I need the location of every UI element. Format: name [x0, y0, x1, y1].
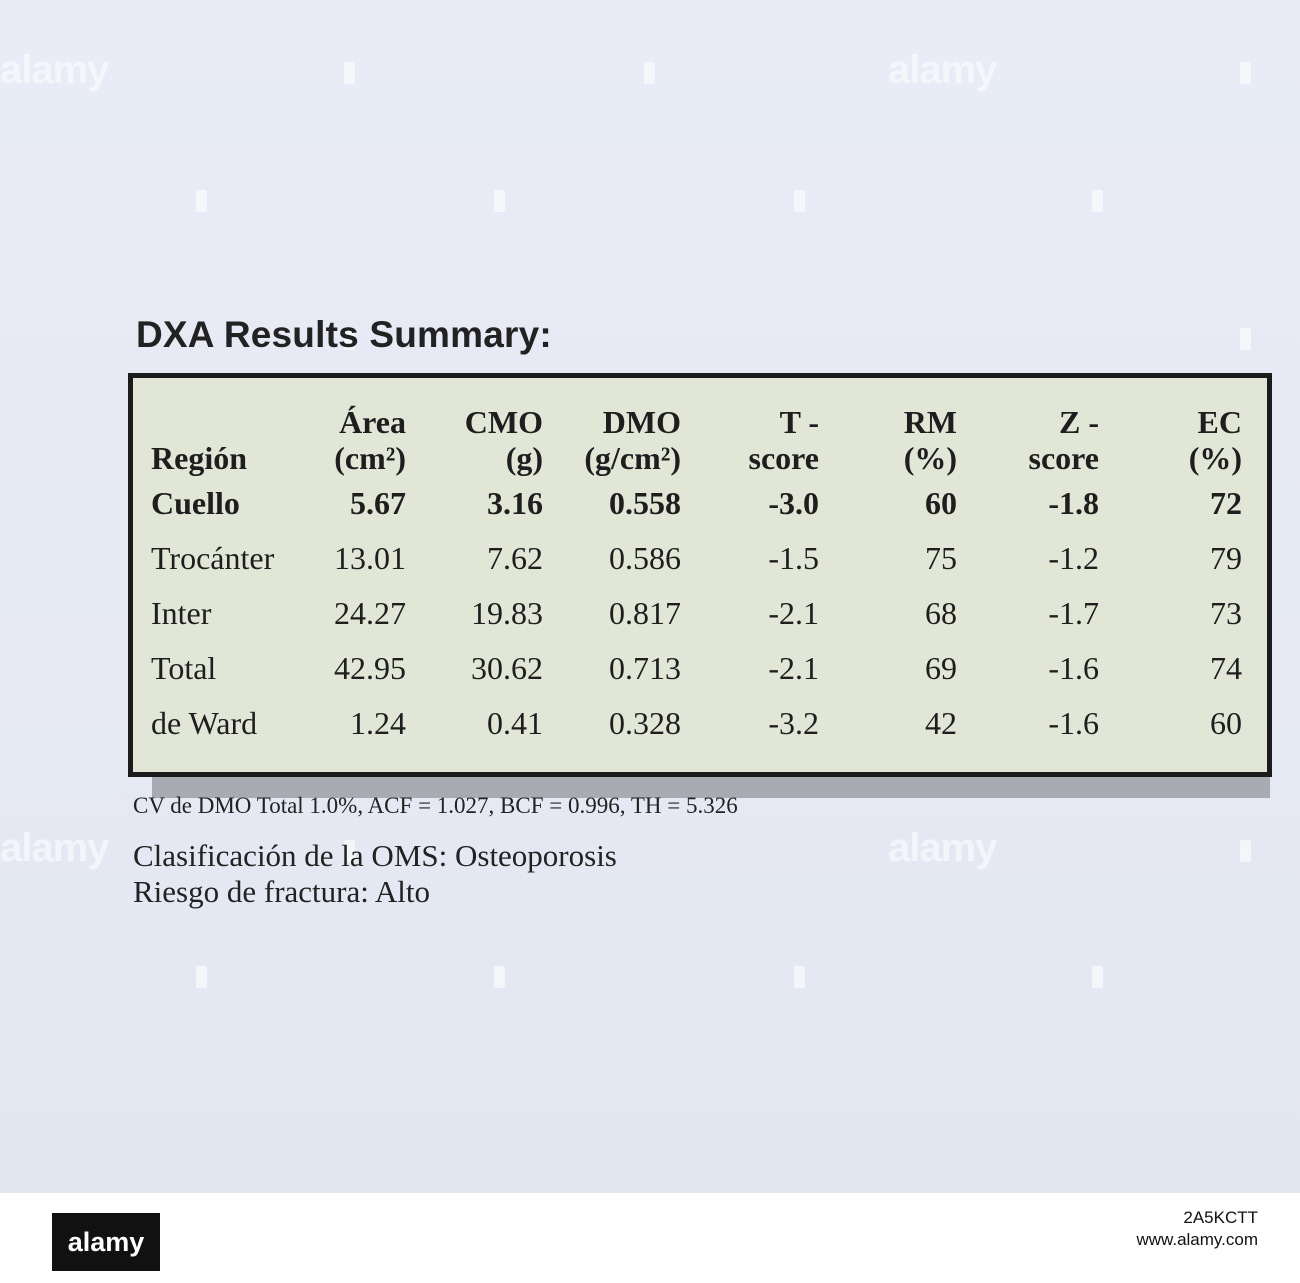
watermark-mark: [344, 62, 355, 84]
cell-cmo: 30.62: [471, 650, 543, 686]
header-region: Región: [151, 440, 247, 476]
cell-rm: 69: [925, 650, 957, 686]
who-classification: Clasificación de la OMS: Osteoporosis: [133, 838, 617, 873]
table-row: Inter 24.27 19.83 0.817 -2.1 68 -1.7 73: [151, 586, 1242, 641]
stock-url: www.alamy.com: [1136, 1230, 1258, 1249]
cell-t-score: -2.1: [768, 595, 819, 631]
alamy-logo: alamy: [52, 1213, 160, 1271]
cell-ec: 79: [1210, 540, 1242, 576]
cell-region: de Ward: [151, 705, 258, 741]
report-title: DXA Results Summary:: [136, 314, 552, 355]
cell-rm: 42: [925, 705, 957, 741]
watermark-mark: [344, 328, 355, 350]
watermark-text: alamy: [0, 826, 109, 870]
cell-dmo: 0.558: [609, 485, 681, 521]
header-rm: RM (%): [903, 404, 957, 476]
cell-t-score: -1.5: [768, 540, 819, 576]
watermark-mark: [1240, 328, 1251, 350]
watermark-text: alamy: [888, 826, 997, 870]
cell-ec: 74: [1210, 650, 1242, 686]
cell-t-score: -3.0: [768, 485, 819, 521]
cell-ec: 73: [1210, 595, 1242, 631]
watermark-text: alamy: [888, 48, 997, 92]
footnote-parameters: CV de DMO Total 1.0%, ACF = 1.027, BCF =…: [133, 793, 738, 818]
header-z-score: Z - score: [1028, 404, 1099, 476]
cell-rm: 60: [925, 485, 957, 521]
header-t-score: T - score: [748, 404, 819, 476]
table-row: Trocánter 13.01 7.62 0.586 -1.5 75 -1.2 …: [151, 531, 1242, 586]
paper-sheet: alamy alamy alamy alamy alamy alamy DXA …: [0, 0, 1300, 1193]
watermark-mark: [494, 190, 505, 212]
cell-region: Inter: [151, 595, 212, 631]
cell-ec: 72: [1210, 485, 1242, 521]
image-id-block: 2A5KCTT www.alamy.com: [1136, 1207, 1258, 1251]
cell-z-score: -1.2: [1048, 540, 1099, 576]
cell-z-score: -1.6: [1048, 650, 1099, 686]
cell-cmo: 0.41: [487, 705, 543, 741]
cell-rm: 68: [925, 595, 957, 631]
watermark-mark: [794, 190, 805, 212]
watermark-mark: [196, 966, 207, 988]
cell-dmo: 0.328: [609, 705, 681, 741]
watermark-mark: [196, 190, 207, 212]
cell-region: Total: [151, 650, 217, 686]
table-header-row: Región Área (cm²) CMO (g) DMO (g/cm²) T - sc…: [151, 396, 1242, 476]
cell-ec: 60: [1210, 705, 1242, 741]
cell-z-score: -1.8: [1048, 485, 1099, 521]
table-row: Total 42.95 30.62 0.713 -2.1 69 -1.6 74: [151, 641, 1242, 696]
cell-dmo: 0.817: [609, 595, 681, 631]
watermark-mark: [344, 840, 355, 862]
cell-t-score: -3.2: [768, 705, 819, 741]
cell-area: 5.67: [350, 485, 406, 521]
results-table-box: Región Área (cm²) CMO (g) DMO (g/cm²) T - sc…: [128, 373, 1272, 777]
fracture-risk: Riesgo de fractura: Alto: [133, 874, 430, 909]
cell-cmo: 7.62: [487, 540, 543, 576]
cell-region: Cuello: [151, 485, 240, 521]
cell-cmo: 3.16: [487, 485, 543, 521]
cell-z-score: -1.7: [1048, 595, 1099, 631]
watermark-mark: [1092, 190, 1103, 212]
stock-footer-bar: alamy 2A5KCTT www.alamy.com: [0, 1193, 1300, 1283]
cell-area: 42.95: [334, 650, 406, 686]
cell-rm: 75: [925, 540, 957, 576]
watermark-mark: [494, 966, 505, 988]
watermark-mark: [1240, 62, 1251, 84]
results-table: Región Área (cm²) CMO (g) DMO (g/cm²) T - sc…: [151, 396, 1242, 751]
cell-area: 1.24: [350, 705, 406, 741]
cell-cmo: 19.83: [471, 595, 543, 631]
cell-dmo: 0.586: [609, 540, 681, 576]
cell-area: 13.01: [334, 540, 406, 576]
header-dmo: DMO (g/cm²): [584, 404, 681, 476]
watermark-text: alamy: [0, 48, 109, 92]
cell-region: Trocánter: [151, 540, 275, 576]
table-row: de Ward 1.24 0.41 0.328 -3.2 42 -1.6 60: [151, 696, 1242, 751]
cell-area: 24.27: [334, 595, 406, 631]
header-cmo: CMO (g): [464, 404, 543, 476]
cell-z-score: -1.6: [1048, 705, 1099, 741]
table-row: Cuello 5.67 3.16 0.558 -3.0 60 -1.8 72: [151, 476, 1242, 531]
header-area: Área (cm²): [334, 404, 406, 476]
image-id: 2A5KCTT: [1183, 1208, 1258, 1227]
header-ec: EC (%): [1188, 404, 1242, 476]
watermark-mark: [1092, 966, 1103, 988]
watermark-mark: [1240, 840, 1251, 862]
watermark-mark: [644, 62, 655, 84]
watermark-mark: [794, 966, 805, 988]
cell-dmo: 0.713: [609, 650, 681, 686]
cell-t-score: -2.1: [768, 650, 819, 686]
